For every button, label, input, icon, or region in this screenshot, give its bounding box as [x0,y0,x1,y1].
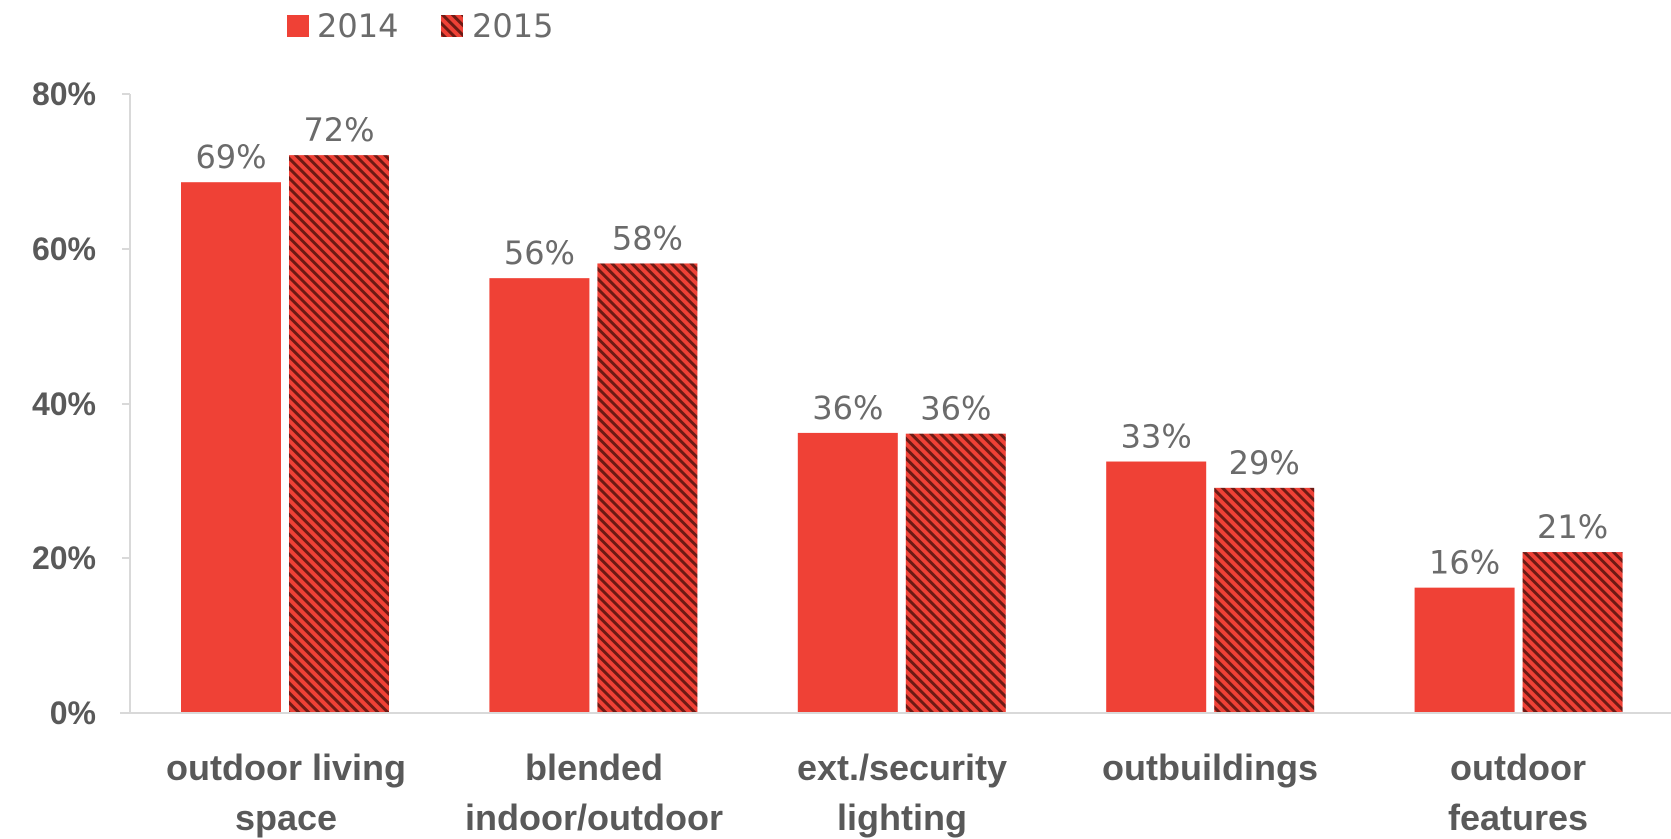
data-label-2014: 56% [504,234,575,272]
legend: 2014 2015 [287,7,553,45]
bar-2014 [489,278,590,713]
x-axis-labels: outdoor living space blended indoor/outd… [166,747,1588,838]
y-axis: 0% 20% 40% 60% 80% [32,76,131,731]
data-label-2015: 72% [303,111,374,149]
data-labels: 69% 56% 36% 33% 16% 72% 58% 36% 29% 21% [195,111,1608,582]
x-tick-label: indoor/outdoor [465,797,723,838]
data-label-2015: 58% [612,219,683,257]
bar-2014 [1106,461,1207,713]
data-label-2015: 36% [920,390,991,428]
bar-2014 [181,182,281,713]
data-label-2014: 69% [195,138,266,176]
y-tick-label: 20% [32,540,96,576]
bar-2015 [1522,552,1623,713]
bar-2015 [905,433,1006,713]
y-tick-label: 60% [32,231,96,267]
x-tick-label: lighting [837,797,967,838]
bar-2014 [1414,587,1515,713]
bar-2015 [289,155,389,714]
legend-swatch-2014 [287,15,309,37]
data-label-2015: 21% [1537,508,1608,546]
legend-label-2015: 2015 [472,7,553,45]
bar-2015 [1214,487,1315,713]
y-tick-label: 40% [32,386,96,422]
y-axis-ticks [122,93,130,714]
x-tick-label: outbuildings [1102,747,1318,788]
bar-2014 [797,432,898,713]
x-tick-label: blended [525,747,663,788]
x-tick-label: outdoor [1450,747,1586,788]
x-tick-label: outdoor living [166,747,406,788]
x-tick-label: ext./security [797,747,1007,788]
data-label-2015: 29% [1229,444,1300,482]
bars [181,155,1623,714]
y-tick-label: 0% [50,695,96,731]
legend-label-2014: 2014 [317,7,398,45]
data-label-2014: 16% [1429,544,1500,582]
bar-2015 [597,263,698,713]
y-tick-label: 80% [32,76,96,112]
data-label-2014: 36% [812,389,883,427]
x-tick-label: space [235,797,337,838]
data-label-2014: 33% [1121,418,1192,456]
x-tick-label: features [1448,797,1588,838]
legend-swatch-2015 [441,15,463,37]
